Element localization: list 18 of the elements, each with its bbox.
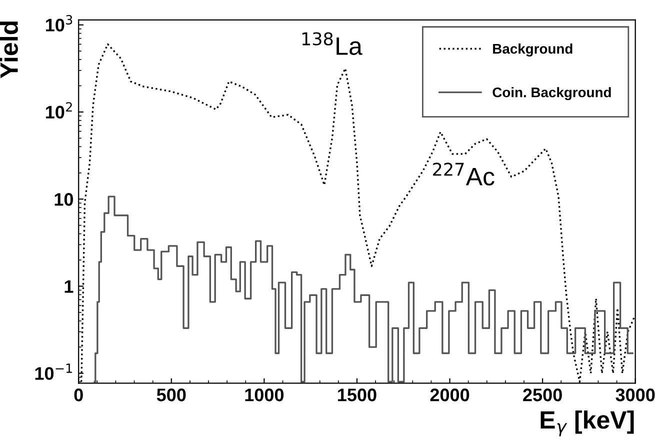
y-tick-label: 10$^{−1}$ <box>35 364 72 380</box>
y-tick-label: 10$^{2}$ <box>46 102 72 119</box>
x-tick-label: 0 <box>74 388 83 402</box>
y-tick-label: 10 <box>54 193 73 206</box>
legend-label: Coin. Background <box>492 87 611 100</box>
legend-label: Background <box>493 44 572 57</box>
x-tick-label: 2500 <box>523 388 562 402</box>
y-tick-label: 1 <box>64 280 74 293</box>
annotation: $^{138}$La <box>302 32 362 56</box>
annotation: $^{227}$Ac <box>433 162 494 186</box>
x-tick-label: 1000 <box>245 388 284 402</box>
x-axis-title: E$_{γ}$ [keV] <box>540 410 634 436</box>
x-tick-label: 1500 <box>338 388 376 402</box>
x-tick-label: 500 <box>156 388 186 402</box>
x-tick-label: 3000 <box>616 388 655 402</box>
x-tick-label: 2000 <box>430 388 470 402</box>
y-tick-label: 10$^{3}$ <box>46 15 72 32</box>
y-axis-title: Yield <box>0 22 18 78</box>
